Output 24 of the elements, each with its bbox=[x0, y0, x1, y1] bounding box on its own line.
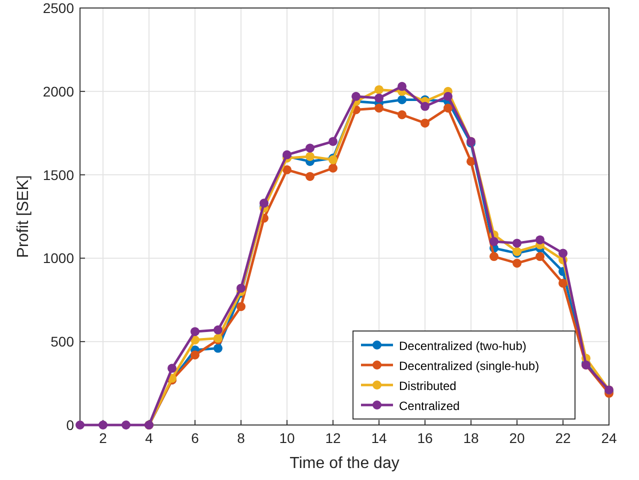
y-tick-label: 500 bbox=[50, 334, 74, 350]
y-tick-label: 1500 bbox=[42, 166, 74, 183]
x-tick-label: 12 bbox=[325, 430, 341, 446]
legend-label: Decentralized (two-hub) bbox=[399, 339, 526, 353]
x-tick-label: 24 bbox=[601, 430, 617, 446]
y-tick-label: 2000 bbox=[42, 83, 74, 100]
y-tick-label: 0 bbox=[66, 417, 74, 433]
x-tick-label: 22 bbox=[555, 430, 571, 446]
x-tick-label: 14 bbox=[371, 430, 387, 446]
x-tick-label: 2 bbox=[99, 430, 108, 446]
x-tick-label: 10 bbox=[279, 430, 295, 446]
legend-label: Decentralized (single-hub) bbox=[399, 359, 540, 373]
x-tick-label: 18 bbox=[463, 430, 479, 446]
x-tick-label: 16 bbox=[417, 430, 433, 446]
x-tick-label: 8 bbox=[237, 430, 246, 446]
y-tick-label: 1000 bbox=[42, 250, 74, 266]
x-tick-label: 4 bbox=[145, 430, 154, 446]
y-tick-label: 2500 bbox=[42, 0, 74, 16]
x-tick-label: 20 bbox=[509, 430, 525, 446]
legend-label: Distributed bbox=[399, 379, 456, 393]
x-tick-label: 6 bbox=[191, 430, 200, 446]
y-axis-title: Profit [SEK] bbox=[15, 175, 32, 258]
x-axis-title: Time of the day bbox=[290, 455, 400, 472]
legend-label: Centralized bbox=[399, 399, 460, 413]
